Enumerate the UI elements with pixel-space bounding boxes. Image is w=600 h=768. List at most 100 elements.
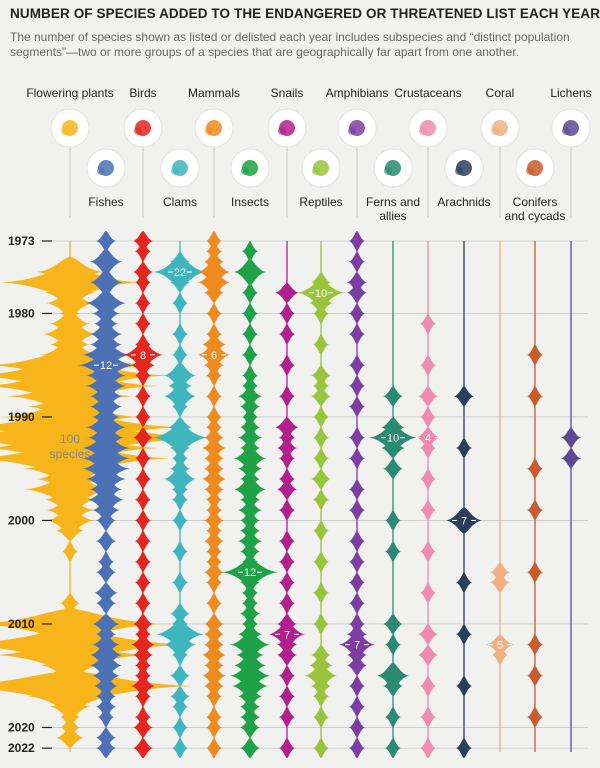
fishes-peak-2015 <box>92 665 120 686</box>
reptiles-label: Reptiles <box>299 195 342 209</box>
mammals-peak-1998 <box>206 489 222 510</box>
ferns-and-allies-peak-2012 <box>385 634 401 655</box>
snails-peak-1985 <box>279 355 295 376</box>
insects-value-2005: 12 <box>244 567 256 579</box>
mammals-peak-2004 <box>206 551 222 572</box>
flowering-plants-peak-2008 <box>60 593 80 614</box>
birds-peak-2019 <box>135 707 151 728</box>
reptiles-peak-1998 <box>313 489 329 510</box>
insects-peak-1980 <box>242 303 258 324</box>
mammals-peak-2017 <box>206 686 222 707</box>
birds-peak-2011 <box>135 624 151 645</box>
insects-peak-1992 <box>238 427 262 448</box>
fishes-peak-2008 <box>96 593 116 614</box>
arachnids-label: Arachnids <box>437 195 490 209</box>
flowering-plants-peak-2020 <box>60 717 80 738</box>
fishes-peak-1999 <box>92 500 120 521</box>
mammals-peak-1984 <box>198 341 230 368</box>
insects-peak-1997 <box>234 476 266 503</box>
ferns-and-allies-peak-1995 <box>383 458 403 479</box>
arachnids-peak-1993 <box>456 438 472 458</box>
snails-peak-2006 <box>279 572 295 593</box>
fishes-peak-2021 <box>96 727 116 748</box>
insects-peak-2001 <box>240 520 260 541</box>
coral-peak-2013 <box>492 645 508 665</box>
fishes-peak-2010 <box>92 613 120 634</box>
reptile-icon <box>301 148 341 188</box>
conifers-and-cycads-label: Conifers and cycads <box>505 195 566 223</box>
reptiles-peak-1990 <box>313 406 329 427</box>
fishes-peak-2005 <box>96 562 116 583</box>
snails-peak-1997 <box>277 479 297 500</box>
crustaceans-peak-2019 <box>420 707 436 728</box>
reptiles-peak-1988 <box>311 386 331 407</box>
mammals-peak-2015 <box>202 665 226 686</box>
lichen-icon <box>551 108 591 148</box>
conifers-and-cycads-peak-1988 <box>527 386 543 407</box>
crustaceans-peak-1990 <box>420 406 436 427</box>
insects-peak-1978 <box>242 282 258 303</box>
clams-peak-2012 <box>164 631 196 658</box>
flowering-plants-peak-2021 <box>56 727 84 748</box>
fishes-peak-1979 <box>86 290 126 317</box>
fishes-peak-2019 <box>98 707 114 728</box>
insects-peak-1995 <box>238 458 262 479</box>
insects-peak-2020 <box>240 717 260 738</box>
snails-peak-2015 <box>279 665 295 686</box>
insects-peak-1988 <box>238 386 262 407</box>
mammals-peak-1982 <box>206 324 222 345</box>
amphibians-peak-2020 <box>349 717 365 738</box>
crustaceans-peak-1988 <box>418 386 438 407</box>
mammals-peak-1988 <box>206 386 222 407</box>
snails-peak-1999 <box>279 500 295 521</box>
amphibians-label: Amphibians <box>326 86 389 100</box>
mammals-peak-1996 <box>202 469 226 490</box>
snails-peak-1982 <box>279 324 295 345</box>
mammals-peak-2003 <box>206 541 222 562</box>
coral-label: Coral <box>486 86 515 100</box>
snails-label: Snails <box>271 86 304 100</box>
birds-value-1984: 8 <box>140 350 146 362</box>
mammals-peak-1990 <box>206 406 222 427</box>
series-icons <box>50 108 591 188</box>
arachnids-peak-2016 <box>456 676 472 697</box>
amphibians-peak-2016 <box>349 676 365 697</box>
crustaceans-peak-1992 <box>416 427 440 448</box>
fishes-peak-2007 <box>94 582 118 603</box>
fishes-peak-1998 <box>88 486 124 513</box>
mammals-peak-1985 <box>204 355 224 376</box>
mammals-peak-2006 <box>206 572 222 593</box>
ferns-and-allies-peak-2022 <box>385 738 401 759</box>
ferns-and-allies-label: Ferns and allies <box>366 195 420 223</box>
mammals-peak-2013 <box>202 645 226 665</box>
insects-peak-2022 <box>240 738 260 759</box>
fishes-peak-2017 <box>96 686 116 707</box>
amphibians-peak-2004 <box>349 551 365 572</box>
snails-peak-2002 <box>279 531 295 552</box>
snails-peak-1992 <box>279 427 295 448</box>
year-tick-labels: 1973 1980 1990 2000 2010 2020 2022 <box>8 234 52 755</box>
mammals-peak-1994 <box>204 448 224 469</box>
birds-peak-2015 <box>135 665 151 686</box>
clams-peak-2013 <box>172 645 188 665</box>
insects-peak-1989 <box>240 396 260 417</box>
mammals-peak-2022 <box>206 738 222 759</box>
ferns-and-allies-peak-2000 <box>385 510 401 531</box>
snails-peak-2008 <box>279 593 295 614</box>
mammals-peak-1991 <box>206 417 222 438</box>
mammals-peak-2008 <box>206 593 222 614</box>
chart-title: NUMBER OF SPECIES ADDED TO THE ENDANGERE… <box>10 6 600 21</box>
mammals-peak-1999 <box>206 500 222 521</box>
crustaceans-peak-2003 <box>420 541 436 562</box>
reptiles-peak-2016 <box>311 676 331 697</box>
flowering-plants-peak-2018 <box>50 693 90 720</box>
fishes-peak-1977 <box>90 269 122 296</box>
insects-peak-2005 <box>222 559 278 586</box>
conifers-and-cycads-peak-1999 <box>527 500 543 521</box>
year-label-1980: 1980 <box>8 306 35 320</box>
clams-peak-2015 <box>170 665 190 686</box>
birds-peak-1984 <box>123 341 163 368</box>
flowering-plants-peak-2019 <box>60 707 80 728</box>
arachnids-peak-2000 <box>446 507 482 534</box>
